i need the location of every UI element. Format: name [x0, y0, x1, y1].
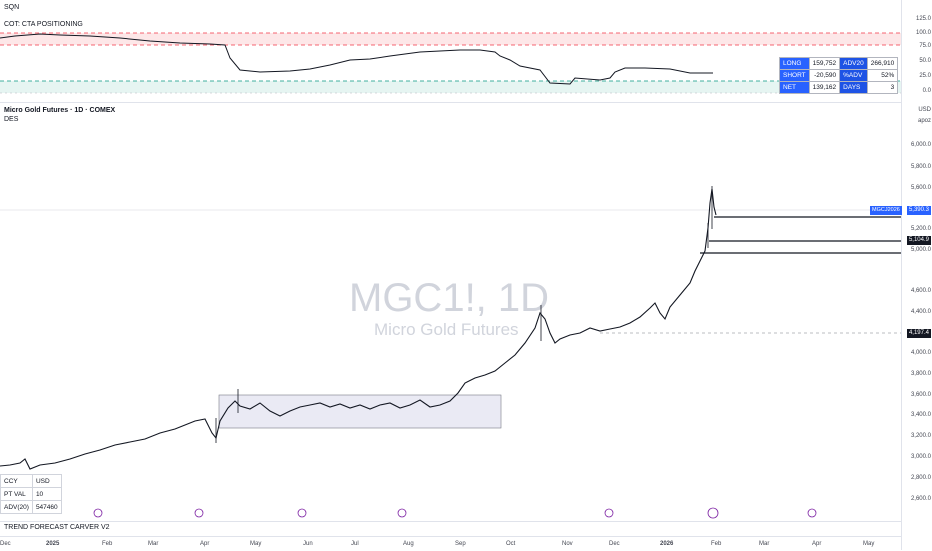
pt-val-label: PT VAL — [0, 487, 33, 501]
indicator-label[interactable]: TREND FORECAST CARVER V2 — [4, 524, 110, 531]
long-value: 159,752 — [808, 57, 841, 70]
event-markers — [93, 507, 817, 519]
cot-axis-tick: 75.0 — [919, 43, 931, 49]
time-tick: Nov — [562, 541, 573, 547]
time-axis[interactable]: Dec 2025 Feb Mar Apr May Jun Jul Aug Sep… — [0, 536, 901, 551]
price-axis-tick: 4,600.0 — [910, 288, 931, 294]
price-axis-tick: 6,000.0 — [910, 142, 931, 148]
cot-axis-tick: 100.0 — [915, 30, 931, 36]
price-axis-tick: 4,000.0 — [910, 350, 931, 356]
pane-separator[interactable] — [0, 102, 901, 103]
overbought-zone — [0, 33, 901, 45]
adv20-label: ADV(20) — [0, 500, 33, 514]
short-value: -20,590 — [808, 69, 841, 82]
instrument-info-table: CCY USD PT VAL 10 ADV(20) 547460 — [0, 474, 62, 514]
time-tick: 2025 — [46, 541, 60, 547]
event-marker-icon — [194, 508, 204, 518]
time-tick: Mar — [148, 541, 159, 547]
price-axis-tick: 4,400.0 — [910, 309, 931, 315]
price-axis[interactable]: 125.0 100.0 75.0 50.0 25.0 0.0 USD apoz … — [901, 0, 932, 550]
consolidation-box — [218, 394, 502, 429]
time-tick: Apr — [200, 541, 210, 547]
cot-stats-table: LONG 159,752 ADV20 266,910 SHORT -20,590… — [779, 57, 899, 94]
price-axis-tick: 3,000.0 — [910, 454, 931, 460]
pct-adv-label: %ADV — [839, 69, 868, 82]
days-label: DAYS — [839, 81, 868, 94]
time-tick: Feb — [711, 541, 722, 547]
price-axis-tick: 2,800.0 — [910, 475, 931, 481]
adv20-value: 266,910 — [866, 57, 899, 70]
short-label: SHORT — [779, 69, 810, 82]
cot-pane — [0, 32, 901, 94]
price-axis-tick: 2,600.0 — [910, 496, 931, 502]
watermark-symbol: MGC1!, 1D — [349, 276, 550, 320]
main-chart-title[interactable]: Micro Gold Futures · 1D · COMEX — [4, 107, 116, 114]
event-marker-icon — [297, 508, 307, 518]
price-axis-tick: 5,600.0 — [910, 185, 931, 191]
price-axis-tick: 3,600.0 — [910, 392, 931, 398]
net-value: 139,162 — [808, 81, 841, 94]
price-axis-tick: 3,800.0 — [910, 371, 931, 377]
table-row: ADV(20) 547460 — [0, 500, 62, 514]
cot-axis-tick: 0.0 — [922, 88, 931, 94]
table-row: NET 139,162 DAYS 3 — [779, 81, 899, 94]
ccy-label: CCY — [0, 474, 33, 488]
time-tick: Oct — [506, 541, 516, 547]
cot-axis-tick: 125.0 — [915, 16, 931, 22]
time-tick: May — [863, 541, 875, 547]
ccy-value: USD — [31, 474, 62, 488]
long-label: LONG — [779, 57, 810, 70]
price-axis-tick: 5,200.0 — [910, 226, 931, 232]
price-axis-tick: 3,200.0 — [910, 433, 931, 439]
top-pane-label: SQN — [4, 4, 20, 11]
event-marker-icon — [397, 508, 407, 518]
pane-separator[interactable] — [0, 521, 901, 522]
price-axis-tick: 5,000.0 — [910, 247, 931, 253]
time-tick: Jul — [351, 541, 359, 547]
last-price-tag: 5,390.3 — [906, 206, 931, 215]
time-tick: Feb — [102, 541, 113, 547]
oversold-zone — [0, 81, 901, 93]
price-axis-tick: 3,400.0 — [910, 412, 931, 418]
symbol-tag: MGCJ2026 — [870, 206, 902, 215]
event-marker-icon — [807, 508, 817, 518]
event-marker-icon — [707, 507, 719, 519]
cot-axis-tick: 50.0 — [919, 58, 931, 64]
time-tick: Dec — [609, 541, 620, 547]
time-tick: Mar — [759, 541, 770, 547]
price-chart[interactable] — [0, 103, 901, 535]
cot-title: COT: CTA POSITIONING — [4, 21, 83, 28]
table-row: LONG 159,752 ADV20 266,910 — [779, 57, 899, 70]
event-marker-icon — [93, 508, 103, 518]
pct-adv-value: 52% — [866, 69, 899, 82]
adv20-label: ADV20 — [839, 57, 868, 70]
main-chart-subtitle: DES — [4, 116, 19, 123]
time-tick: 2026 — [660, 541, 674, 547]
time-tick: May — [250, 541, 262, 547]
adv20-value: 547460 — [31, 500, 62, 514]
level-1-price-tag: 5,104.9 — [906, 236, 931, 245]
pt-val-value: 10 — [31, 487, 62, 501]
days-value: 3 — [866, 81, 899, 94]
scale-mode-label[interactable]: apoz — [917, 118, 931, 124]
currency-label[interactable]: USD — [918, 107, 931, 113]
table-row: CCY USD — [0, 474, 62, 488]
event-marker-icon — [604, 508, 614, 518]
time-tick: Dec — [0, 541, 11, 547]
watermark-name: Micro Gold Futures — [374, 320, 519, 339]
time-tick: Apr — [812, 541, 822, 547]
table-row: PT VAL 10 — [0, 487, 62, 501]
cta-positioning-line — [0, 33, 713, 85]
table-row: SHORT -20,590 %ADV 52% — [779, 69, 899, 82]
level-2-price-tag: 4,197.4 — [906, 329, 931, 338]
price-series — [0, 188, 717, 470]
cot-axis-tick: 25.0 — [919, 73, 931, 79]
price-axis-tick: 5,800.0 — [910, 164, 931, 170]
time-tick: Sep — [455, 541, 466, 547]
net-label: NET — [779, 81, 810, 94]
time-tick: Aug — [403, 541, 414, 547]
time-tick: Jun — [303, 541, 313, 547]
